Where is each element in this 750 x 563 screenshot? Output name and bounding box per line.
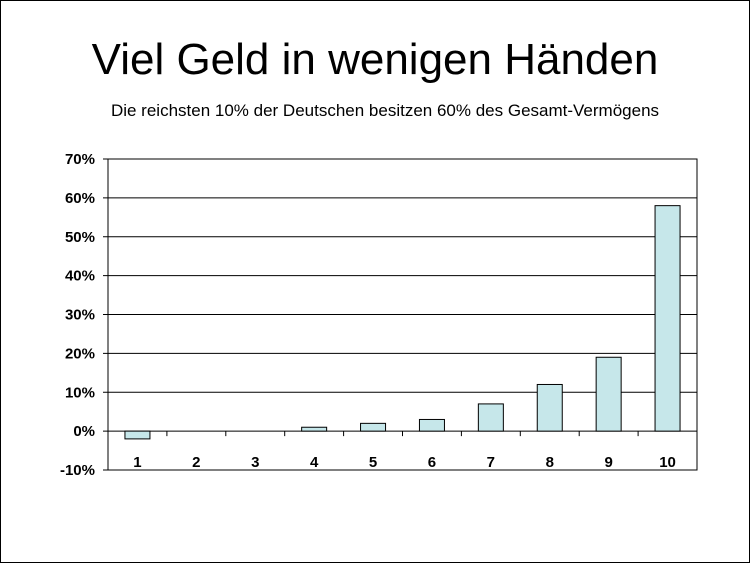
bar [124, 430, 151, 440]
x-tick-label: 2 [192, 454, 200, 471]
bar [536, 383, 563, 432]
y-tick-label: 10% [65, 384, 95, 401]
x-tick-label: 6 [428, 454, 436, 471]
y-tick-label: -10% [60, 462, 95, 479]
bar [360, 422, 387, 432]
bar [477, 403, 504, 432]
y-tick-label: 70% [65, 151, 95, 168]
bar [595, 356, 622, 432]
x-tick-label: 8 [546, 454, 554, 471]
bar [418, 418, 445, 432]
y-tick-label: 0% [73, 423, 95, 440]
x-tick-label: 5 [369, 454, 377, 471]
x-tick-label: 4 [310, 454, 319, 471]
bar [301, 426, 328, 432]
y-tick-label: 50% [65, 229, 95, 246]
chart-subtitle: Die reichsten 10% der Deutschen besitzen… [110, 101, 660, 120]
y-tick-label: 20% [65, 345, 95, 362]
x-tick-label: 9 [604, 454, 612, 471]
y-tick-label: 60% [65, 190, 95, 207]
x-tick-label: 1 [133, 454, 141, 471]
y-tick-label: 30% [65, 307, 95, 324]
x-tick-label: 3 [251, 454, 259, 471]
x-tick-label: 10 [659, 454, 676, 471]
x-tick-label: 7 [487, 454, 495, 471]
bar [654, 205, 681, 432]
chart-title: Viel Geld in wenigen Händen [91, 35, 659, 84]
y-tick-label: 40% [65, 268, 95, 285]
